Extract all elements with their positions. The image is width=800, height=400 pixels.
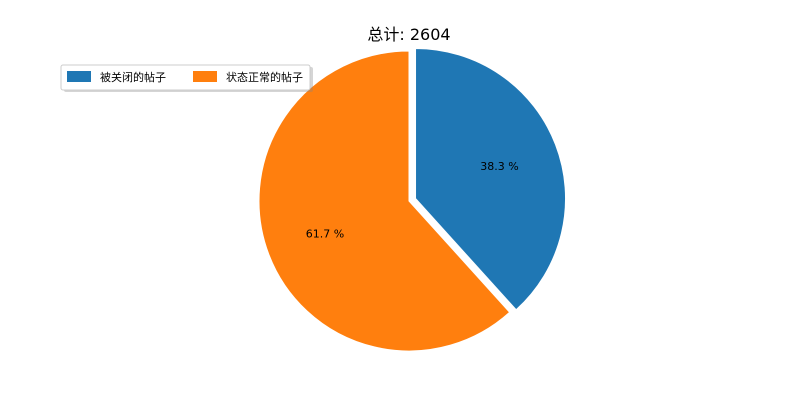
pie-percent-label-0: 38.3 % [480,160,518,173]
chart-legend: 被关闭的帖子 状态正常的帖子 [60,64,313,92]
chart-title: 总计: 2604 [367,25,450,44]
legend-label-normal: 状态正常的帖子 [226,70,303,84]
pie-slice-0 [415,47,566,311]
legend-swatch-normal [193,71,217,82]
legend-frame [60,64,311,91]
pie-slice-1 [258,50,511,352]
pie-percent-label-1: 61.7 % [306,227,344,240]
pie-slices [258,47,566,352]
legend-label-closed: 被关闭的帖子 [100,70,166,84]
legend-swatch-closed [67,71,91,82]
pie-percent-labels: 38.3 % 61.7 % [306,160,519,240]
